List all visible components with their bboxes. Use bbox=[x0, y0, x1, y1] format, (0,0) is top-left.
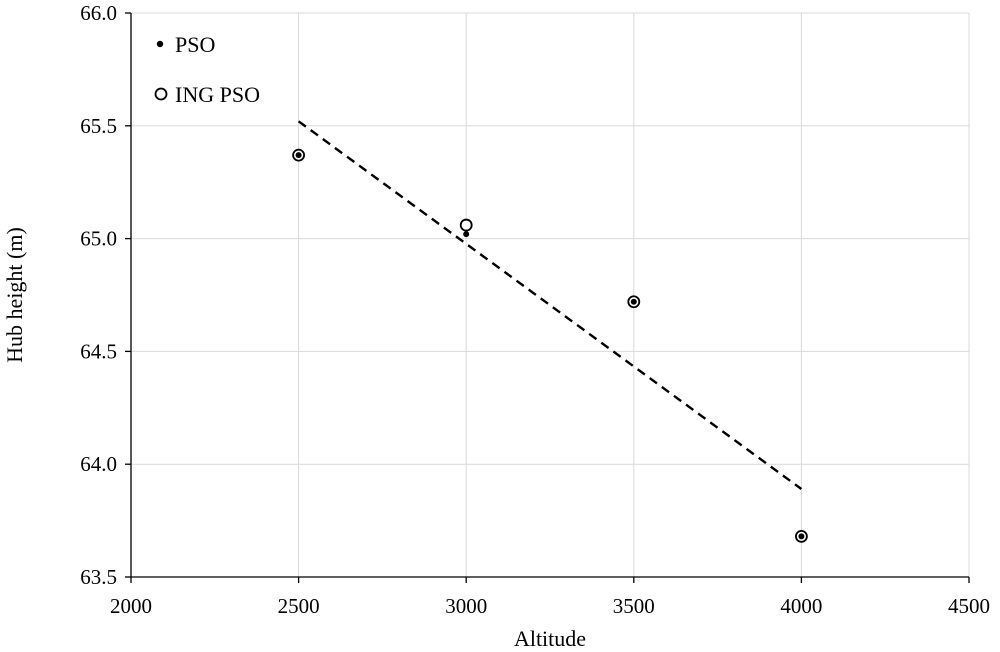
x-tick-label: 2500 bbox=[278, 594, 320, 618]
tick-labels: 2000 2500 3000 3500 4000 4500 63.5 64.0 64.5 65.0… bbox=[80, 1, 990, 618]
pso-point bbox=[295, 152, 302, 159]
x-tick-label: 4500 bbox=[948, 594, 990, 618]
trendline bbox=[297, 120, 803, 490]
ing-pso-point bbox=[459, 218, 473, 232]
y-tick-label: 65.0 bbox=[80, 227, 117, 251]
x-tick-label: 3500 bbox=[613, 594, 655, 618]
y-tick-label: 63.5 bbox=[80, 565, 117, 589]
legend-pso-marker bbox=[156, 40, 164, 48]
y-tick-label: 65.5 bbox=[80, 114, 117, 138]
pso-point bbox=[630, 298, 637, 305]
x-tick-label: 2000 bbox=[110, 594, 152, 618]
y-tick-label: 64.0 bbox=[80, 452, 117, 476]
x-tick-label: 4000 bbox=[780, 594, 822, 618]
y-axis-title: Hub height (m) bbox=[2, 227, 27, 363]
legend-pso-label: PSO bbox=[175, 32, 215, 57]
legend: PSO ING PSO bbox=[154, 32, 260, 107]
data-points bbox=[292, 148, 808, 543]
axes bbox=[125, 12, 970, 583]
x-tick-label: 3000 bbox=[445, 594, 487, 618]
y-tick-label: 66.0 bbox=[80, 1, 117, 25]
x-axis-title: Altitude bbox=[514, 626, 586, 651]
legend-ing-pso-marker bbox=[154, 87, 168, 101]
pso-point bbox=[463, 231, 470, 238]
y-tick-label: 64.5 bbox=[80, 339, 117, 363]
legend-ing-pso-label: ING PSO bbox=[175, 82, 260, 107]
pso-point bbox=[798, 533, 805, 540]
trendline-group bbox=[297, 120, 803, 490]
